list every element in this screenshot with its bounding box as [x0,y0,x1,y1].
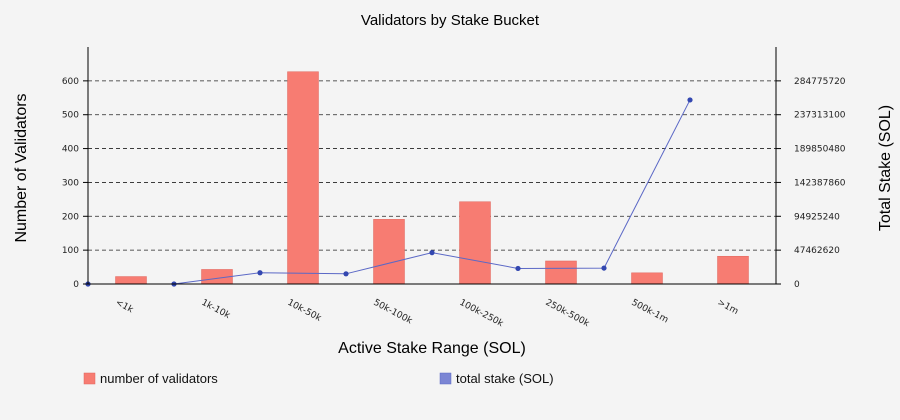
x-axis-label: Active Stake Range (SOL) [338,340,526,357]
y-tick-right-label: 47462620 [794,246,840,256]
y-tick-right-label: 142387860 [794,178,846,188]
y-tick-right-label: 0 [794,280,800,290]
y-tick-left-label: 100 [62,246,79,256]
line-point [515,265,521,272]
x-tick-label: 500k-1m [630,298,670,326]
series-line-total-stake [88,99,691,285]
y-tick-left-label: 0 [73,280,79,290]
bar [459,201,491,285]
x-ticks: <1k 1k-10k 10k-50k 50k-100k 100k-250k 250k-50… [114,298,740,330]
y-tick-right-label: 237313100 [794,111,846,121]
bar [373,219,405,285]
x-tick-label: 10k-50k [286,298,324,324]
x-tick-label: 50k-100k [372,298,415,327]
legend-label-validators: number of validators [100,371,218,386]
line-point [257,270,263,276]
x-tick-label: 1k-10k [200,298,233,322]
legend-swatch-total-stake [439,372,452,385]
legend-item-total-stake[interactable]: total stake (SOL) [439,371,554,386]
y-axis-right-label: Total Stake (SOL) [877,105,894,231]
x-tick-label: 100k-250k [458,298,506,330]
y-tick-right-label: 94925240 [794,212,840,222]
legend-swatch-validators [83,372,96,385]
bar [545,260,577,285]
y-tick-left-label: 300 [62,178,79,188]
chart-title: Validators by Stake Bucket [361,12,540,29]
line-point [687,97,693,103]
bar [115,276,147,285]
line-point [343,271,349,277]
y-tick-left-label: 600 [62,77,79,87]
y-tick-right-label: 189850480 [794,145,846,155]
y-ticks-right: 0 47462620 94925240 142387860 189850480 23731… [776,77,846,290]
y-tick-left-label: 500 [62,111,79,121]
y-axis-left-label: Number of Validators [13,93,30,242]
y-ticks-left: 0 100 200 300 400 500 600 [62,77,88,290]
legend-label-total-stake: total stake (SOL) [456,371,554,386]
y-tick-right-label: 284775720 [794,77,846,87]
y-tick-left-label: 200 [62,212,79,222]
x-tick-label: >1m [716,298,740,317]
line-point [429,250,435,256]
x-tick-label: <1k [114,298,136,316]
legend: number of validators total stake (SOL) [83,371,554,386]
gridlines [88,80,776,251]
y-tick-left-label: 400 [62,145,79,155]
line-point [601,265,607,271]
x-tick-label: 250k-500k [544,298,592,330]
bar [631,272,663,285]
bar [287,71,319,285]
bar [717,255,749,285]
bar-series [115,71,749,285]
legend-item-validators[interactable]: number of validators [83,371,218,386]
